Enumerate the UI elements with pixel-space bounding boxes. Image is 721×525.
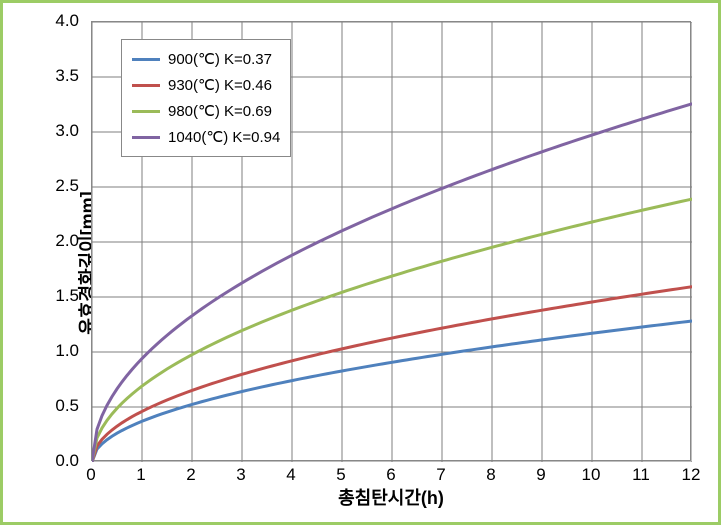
y-tick-label: 0.0 <box>55 451 79 471</box>
x-tick-label: 10 <box>582 465 601 485</box>
y-tick-label: 1.0 <box>55 341 79 361</box>
x-tick-label: 7 <box>436 465 445 485</box>
y-tick-label: 3.5 <box>55 66 79 86</box>
legend-item: 980(℃) K=0.69 <box>132 98 280 124</box>
x-tick-label: 8 <box>486 465 495 485</box>
x-tick-label: 5 <box>336 465 345 485</box>
x-axis-label: 총침탄시간(h) <box>91 484 691 510</box>
x-axis-ticks: 0123456789101112 <box>91 465 691 485</box>
legend-swatch <box>132 136 160 139</box>
legend-swatch <box>132 84 160 87</box>
legend-item: 930(℃) K=0.46 <box>132 72 280 98</box>
legend-swatch <box>132 58 160 61</box>
y-tick-label: 3.0 <box>55 121 79 141</box>
x-tick-label: 9 <box>536 465 545 485</box>
x-tick-label: 6 <box>386 465 395 485</box>
chart-frame: 0.00.51.01.52.02.53.03.54.0 유효경화깊이[mm] 0… <box>0 0 721 525</box>
x-tick-label: 2 <box>186 465 195 485</box>
x-tick-label: 1 <box>136 465 145 485</box>
x-tick-label: 4 <box>286 465 295 485</box>
legend-label: 1040(℃) K=0.94 <box>168 128 280 146</box>
y-tick-label: 4.0 <box>55 11 79 31</box>
legend-label: 980(℃) K=0.69 <box>168 102 272 120</box>
legend-item: 1040(℃) K=0.94 <box>132 124 280 150</box>
x-tick-label: 12 <box>682 465 701 485</box>
legend-label: 930(℃) K=0.46 <box>168 76 272 94</box>
x-tick-label: 0 <box>86 465 95 485</box>
legend-label: 900(℃) K=0.37 <box>168 50 272 68</box>
x-tick-label: 11 <box>632 465 650 485</box>
legend-swatch <box>132 110 160 113</box>
x-tick-label: 3 <box>236 465 245 485</box>
legend: 900(℃) K=0.37 930(℃) K=0.46 980(℃) K=0.69 1… <box>121 39 291 157</box>
y-tick-label: 0.5 <box>55 396 79 416</box>
legend-item: 900(℃) K=0.37 <box>132 46 280 72</box>
